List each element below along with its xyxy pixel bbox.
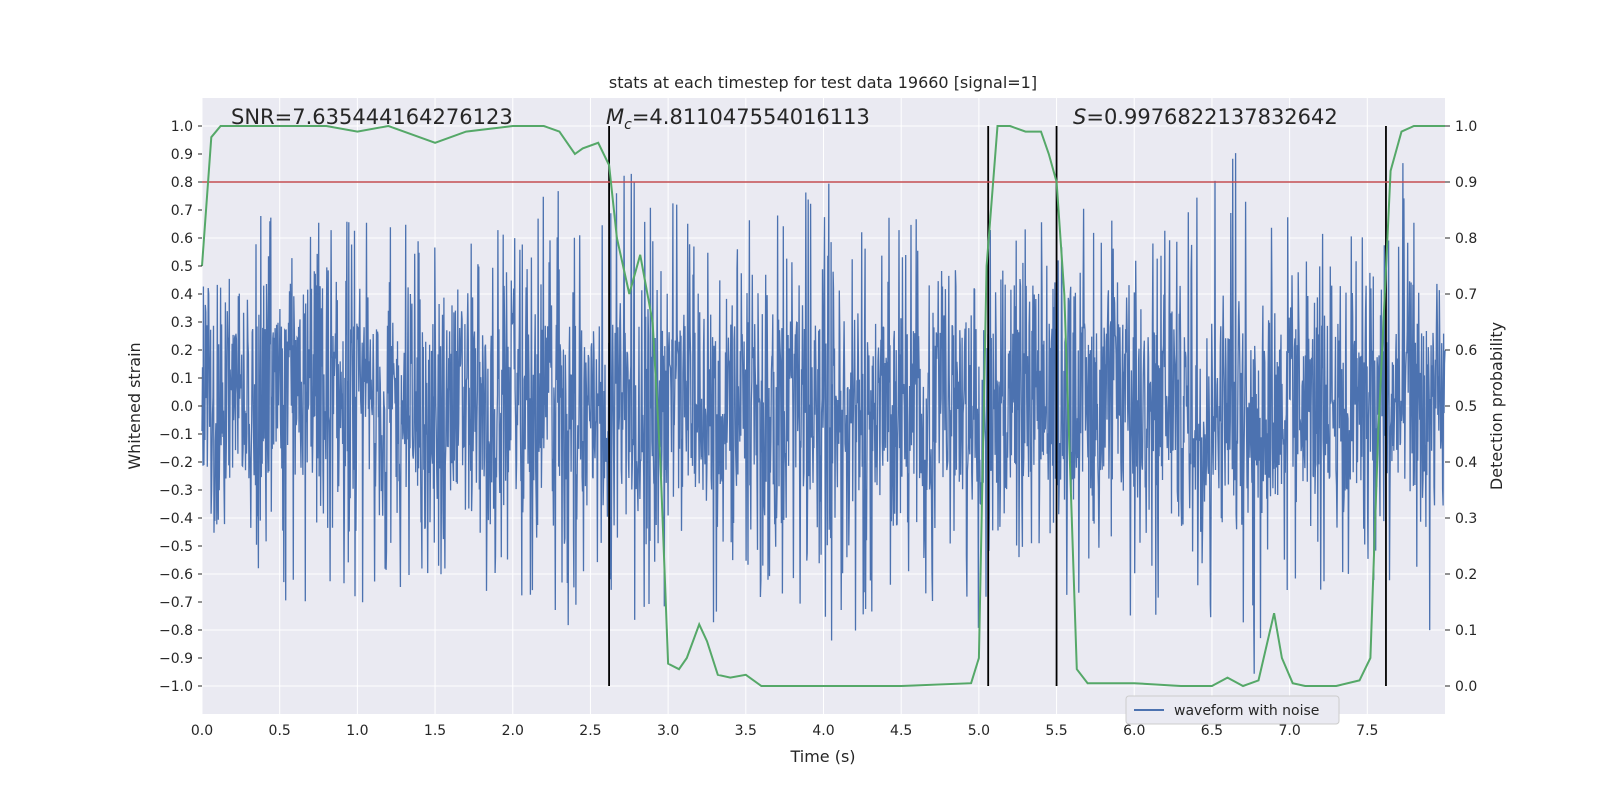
y-tick-label: −0.2 (159, 455, 193, 471)
y-tick-label: 0.0 (171, 399, 193, 415)
s-annotation: S=0.9976822137832642 (1073, 105, 1338, 129)
x-tick-label: 4.0 (812, 723, 834, 739)
y-tick-label: 0.6 (171, 231, 193, 247)
x-tick-label: 3.5 (735, 723, 757, 739)
y-tick-label: 0.8 (171, 175, 193, 191)
y-tick-label: −0.6 (159, 567, 193, 583)
vertical-marker-lines (608, 126, 1387, 686)
y2-tick-label: 0.2 (1455, 567, 1477, 583)
y-tick-label: −0.5 (159, 539, 193, 555)
s-value: =0.9976822137832642 (1086, 105, 1337, 129)
y-tick-label: 0.5 (171, 259, 193, 275)
x-tick-label: 0.0 (191, 723, 213, 739)
y-tick-label: −0.3 (159, 483, 193, 499)
legend-box (1125, 695, 1340, 725)
x-tick-label: 7.0 (1278, 723, 1300, 739)
chart-title: stats at each timestep for test data 196… (609, 73, 1037, 92)
y-tick-label: −0.8 (159, 623, 193, 639)
x-tick-label: 5.5 (1045, 723, 1067, 739)
s-symbol: S (1073, 105, 1086, 129)
detection-probability-line (201, 124, 1445, 688)
y-tick-label: 0.2 (171, 343, 193, 359)
y2-tick-label: 0.6 (1455, 343, 1477, 359)
y-tick-label: −0.9 (159, 651, 193, 667)
waveform-with-noise-series (201, 153, 1446, 674)
x-tick-label: 6.5 (1201, 723, 1223, 739)
y-tick-label: 0.3 (171, 315, 193, 331)
chirp-mass-symbol: M (606, 105, 624, 129)
legend: waveform with noise (1125, 695, 1340, 725)
x-tick-label: 7.5 (1356, 723, 1378, 739)
y2-tick-label: 0.7 (1455, 287, 1477, 303)
y-tick-label: −1.0 (159, 679, 193, 695)
y2-tick-label: 0.8 (1455, 231, 1477, 247)
y-tick-label: 0.4 (171, 287, 193, 303)
x-tick-label: 3.0 (657, 723, 679, 739)
x-tick-label: 0.5 (269, 723, 291, 739)
y2-tick-label: 0.0 (1455, 679, 1477, 695)
y2-tick-label: 0.3 (1455, 511, 1477, 527)
x-tick-label: 6.0 (1123, 723, 1145, 739)
chirp-mass-subscript: c (624, 117, 632, 133)
y2-tick-label: 0.5 (1455, 399, 1477, 415)
chirp-mass-value: =4.811047554016113 (632, 105, 870, 129)
y-tick-label: −0.7 (159, 595, 193, 611)
legend-label: waveform with noise (1174, 703, 1319, 719)
y2-tick-label: 0.4 (1455, 455, 1477, 471)
y-tick-label: 0.1 (171, 371, 193, 387)
waveform-with-noise-line (201, 153, 1446, 674)
x-axis-label: Time (s) (789, 747, 855, 766)
x-tick-label: 1.5 (424, 723, 446, 739)
y-tick-label: −0.1 (159, 427, 193, 443)
axis-ticks: 0.0 0.5 1.0 1.5 2.0 2.5 3.0 3.5 4.0 4.5 5.0 5.5 6.0 6… (159, 119, 1477, 739)
detection-probability-series (201, 124, 1445, 688)
y2-tick-label: 0.1 (1455, 623, 1477, 639)
y2-tick-label: 1.0 (1455, 119, 1477, 135)
y-tick-label: 1.0 (171, 119, 193, 135)
y-tick-label: −0.4 (159, 511, 193, 527)
x-tick-label: 1.0 (346, 723, 368, 739)
y-axis-label: Whitened strain (125, 342, 144, 469)
x-tick-label: 4.5 (890, 723, 912, 739)
y2-axis-label: Detection probability (1487, 322, 1506, 490)
y-tick-label: 0.9 (171, 147, 193, 163)
y2-tick-label: 0.9 (1455, 175, 1477, 191)
x-tick-label: 2.5 (579, 723, 601, 739)
chirp-mass-annotation: Mc=4.811047554016113 (606, 105, 870, 133)
y-tick-label: 0.7 (171, 203, 193, 219)
snr-annotation: SNR=7.635444164276123 (231, 105, 513, 129)
x-tick-label: 5.0 (968, 723, 990, 739)
x-tick-label: 2.0 (502, 723, 524, 739)
